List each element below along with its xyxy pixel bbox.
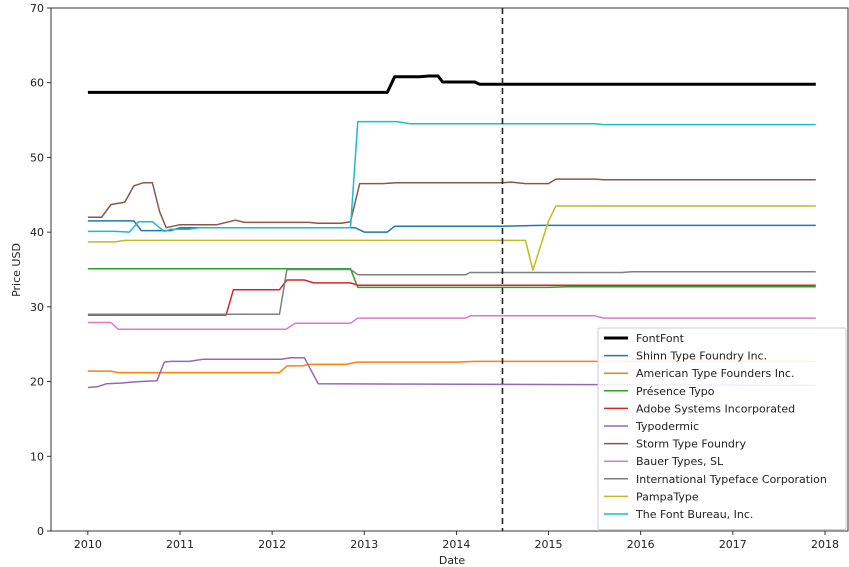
- legend-entry: PampaType: [636, 490, 699, 503]
- x-tick-label: 2013: [350, 538, 378, 551]
- legend-entry: Shinn Type Foundry Inc.: [636, 350, 767, 363]
- legend-entry: American Type Founders Inc.: [636, 367, 794, 380]
- x-tick-label: 2014: [442, 538, 470, 551]
- x-tick-label: 2010: [74, 538, 102, 551]
- x-tick-label: 2017: [719, 538, 747, 551]
- series-line-storm-type-foundry: [87, 178, 816, 229]
- legend-entry: Typodermic: [635, 420, 699, 433]
- series-line-fontfont: [87, 74, 816, 94]
- legend-entry: Bauer Types, SL: [636, 455, 724, 468]
- legend-entry: The Font Bureau, Inc.: [635, 508, 753, 521]
- y-tick-label: 30: [30, 301, 44, 314]
- y-tick-label: 10: [30, 450, 44, 463]
- series-line-typodermic: [87, 356, 816, 389]
- x-tick-label: 2011: [166, 538, 194, 551]
- x-tick-label: 2018: [811, 538, 839, 551]
- series-layer: [87, 74, 816, 389]
- x-tick-label: 2016: [627, 538, 655, 551]
- legend-entry: International Typeface Corporation: [636, 473, 827, 486]
- y-tick-label: 50: [30, 151, 44, 164]
- y-axis-label: Price USD: [10, 243, 23, 297]
- y-tick-label: 20: [30, 376, 44, 389]
- x-axis-label: Date: [439, 554, 466, 567]
- y-tick-label: 70: [30, 2, 44, 15]
- legend-entry: Storm Type Foundry: [636, 438, 746, 451]
- legend-entry: FontFont: [636, 332, 685, 345]
- series-line-american-type-founders-inc: [87, 360, 816, 374]
- y-tick-label: 60: [30, 77, 44, 90]
- x-tick-label: 2015: [535, 538, 563, 551]
- series-line-bauer-types-sl: [87, 315, 816, 331]
- legend-entry: Présence Typo: [636, 385, 715, 398]
- series-line-shinn-type-foundry-inc: [87, 220, 816, 233]
- series-line-adobe-systems-incorporated: [87, 279, 816, 316]
- series-line-pampatype: [87, 205, 816, 271]
- y-axis: 0 10 20 30 40 50 60 70: [30, 2, 51, 538]
- series-line-international-typeface-corporation: [87, 268, 816, 316]
- y-tick-label: 0: [37, 525, 44, 538]
- legend: FontFont Shinn Type Foundry Inc. American …: [597, 327, 847, 531]
- x-tick-label: 2012: [258, 538, 286, 551]
- legend-box: [597, 327, 847, 531]
- y-tick-label: 40: [30, 226, 44, 239]
- x-axis: 2010 2011 2012 2013 2014 2015 2016 2017 2018: [74, 531, 839, 551]
- legend-entry: Adobe Systems Incorporated: [636, 402, 795, 415]
